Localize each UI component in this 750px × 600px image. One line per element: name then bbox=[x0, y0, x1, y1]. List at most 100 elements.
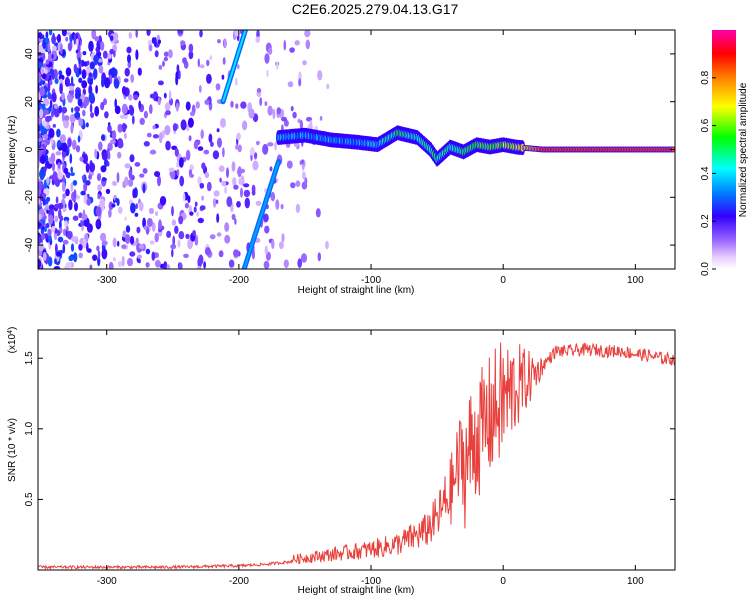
noise-blob bbox=[54, 109, 60, 118]
noise-blob bbox=[216, 128, 220, 133]
noise-blob bbox=[43, 226, 48, 233]
noise-blob bbox=[114, 68, 118, 77]
noise-blob bbox=[143, 110, 148, 119]
noise-blob bbox=[96, 220, 100, 228]
noise-blob bbox=[300, 253, 308, 263]
noise-blob bbox=[99, 198, 105, 209]
noise-blob bbox=[93, 68, 98, 79]
noise-blob bbox=[57, 162, 61, 169]
x-tick-label: 100 bbox=[627, 576, 644, 587]
noise-blob bbox=[51, 109, 54, 118]
noise-blob bbox=[165, 110, 171, 116]
noise-blob bbox=[54, 215, 59, 223]
noise-blob bbox=[197, 139, 201, 145]
noise-blob bbox=[317, 252, 321, 262]
noise-blob bbox=[39, 103, 46, 108]
noise-blob bbox=[139, 173, 145, 178]
noise-blob bbox=[51, 225, 56, 233]
noise-blob bbox=[216, 232, 222, 237]
heatmap-y-axis-label: Frequency (Hz) bbox=[7, 116, 18, 185]
noise-blob bbox=[107, 125, 112, 133]
noise-blob bbox=[46, 209, 49, 214]
x-tick-label: -200 bbox=[229, 576, 249, 587]
noise-blob bbox=[194, 237, 199, 246]
noise-blob bbox=[158, 64, 163, 70]
noise-blob bbox=[134, 162, 141, 167]
noise-blob bbox=[56, 128, 61, 138]
noise-blob bbox=[43, 109, 49, 115]
noise-blob bbox=[67, 137, 72, 148]
noise-blob bbox=[54, 258, 57, 265]
noise-blob bbox=[188, 169, 193, 176]
noise-blob bbox=[297, 118, 301, 124]
noise-blob bbox=[78, 118, 84, 127]
noise-blob bbox=[100, 165, 107, 173]
noise-blob bbox=[255, 36, 260, 43]
noise-blob bbox=[104, 158, 109, 167]
noise-blob bbox=[53, 103, 59, 110]
noise-blob bbox=[149, 240, 155, 245]
noise-blob bbox=[190, 111, 195, 117]
noise-blob bbox=[80, 190, 86, 196]
noise-blob bbox=[203, 149, 210, 155]
noise-blob bbox=[51, 54, 54, 59]
noise-blob bbox=[158, 132, 163, 144]
noise-blob bbox=[122, 230, 127, 238]
noise-blob bbox=[89, 162, 96, 173]
noise-blob bbox=[206, 181, 212, 192]
noise-blob bbox=[101, 77, 105, 88]
noise-blob bbox=[187, 238, 194, 250]
noise-blob bbox=[264, 53, 270, 64]
y-tick-label: 0.5 bbox=[24, 492, 35, 506]
noise-blob bbox=[45, 222, 50, 229]
noise-blob bbox=[276, 61, 279, 70]
noise-blob bbox=[223, 38, 227, 49]
noise-blob bbox=[40, 66, 44, 75]
noise-blob bbox=[212, 197, 217, 208]
noise-blob bbox=[200, 129, 204, 140]
noise-blob bbox=[151, 251, 156, 261]
noise-blob bbox=[105, 188, 111, 194]
noise-blob bbox=[168, 90, 172, 101]
noise-blob bbox=[72, 139, 77, 150]
noise-blob bbox=[185, 233, 190, 239]
noise-blob bbox=[235, 77, 238, 87]
noise-blob bbox=[124, 176, 129, 187]
noise-blob bbox=[154, 50, 159, 58]
noise-blob bbox=[182, 57, 187, 64]
noise-blob bbox=[178, 231, 185, 240]
noise-blob bbox=[236, 132, 241, 141]
noise-blob bbox=[289, 47, 295, 53]
noise-blob bbox=[188, 135, 192, 142]
noise-blob bbox=[221, 180, 227, 187]
noise-blob bbox=[58, 70, 63, 76]
noise-blob bbox=[75, 89, 81, 99]
noise-blob bbox=[299, 160, 302, 165]
noise-blob bbox=[235, 144, 239, 150]
noise-blob bbox=[217, 137, 222, 148]
noise-blob bbox=[154, 259, 161, 268]
noise-blob bbox=[283, 119, 289, 127]
noise-blob bbox=[135, 30, 138, 38]
noise-blob bbox=[148, 44, 153, 52]
noise-blob bbox=[60, 43, 63, 55]
noise-blob bbox=[204, 171, 210, 179]
noise-blob bbox=[70, 76, 74, 86]
noise-blob bbox=[287, 81, 294, 88]
x-tick-label: -100 bbox=[361, 275, 381, 286]
noise-blob bbox=[67, 31, 71, 37]
noise-blob bbox=[114, 98, 117, 109]
noise-blob bbox=[90, 112, 95, 118]
noise-blob bbox=[255, 200, 262, 206]
noise-blob bbox=[179, 175, 185, 187]
noise-blob bbox=[166, 230, 172, 238]
noise-blob bbox=[180, 119, 187, 131]
noise-blob bbox=[224, 186, 228, 194]
noise-blob bbox=[215, 199, 219, 204]
noise-blob bbox=[73, 33, 77, 45]
noise-blob bbox=[281, 233, 285, 243]
noise-blob bbox=[199, 182, 205, 189]
noise-blob bbox=[89, 61, 96, 70]
noise-blob bbox=[252, 160, 259, 171]
noise-blob bbox=[295, 203, 301, 213]
